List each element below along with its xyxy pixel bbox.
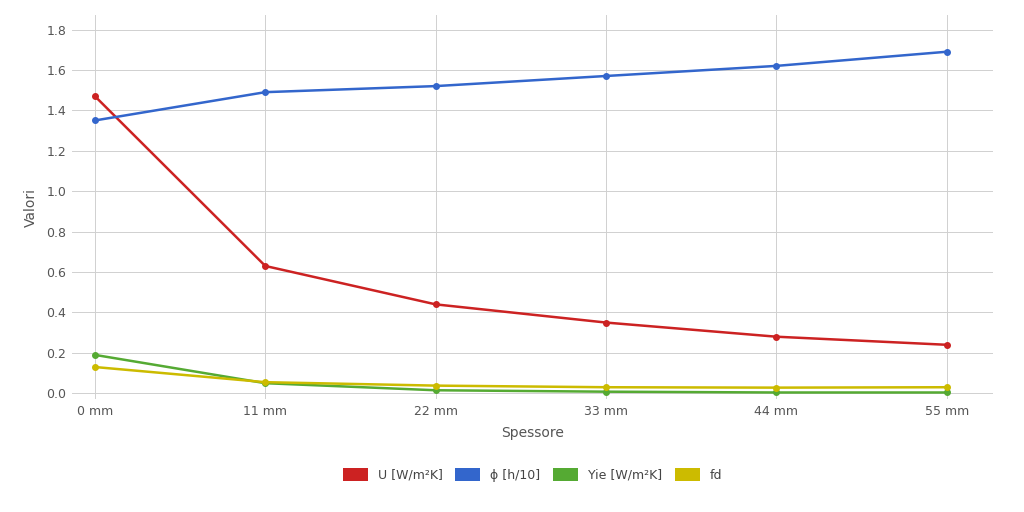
Y-axis label: Valori: Valori [24,188,38,227]
Legend: U [W/m²K], ϕ [h/10], Yie [W/m²K], fd: U [W/m²K], ϕ [h/10], Yie [W/m²K], fd [338,463,727,487]
X-axis label: Spessore: Spessore [501,426,564,440]
